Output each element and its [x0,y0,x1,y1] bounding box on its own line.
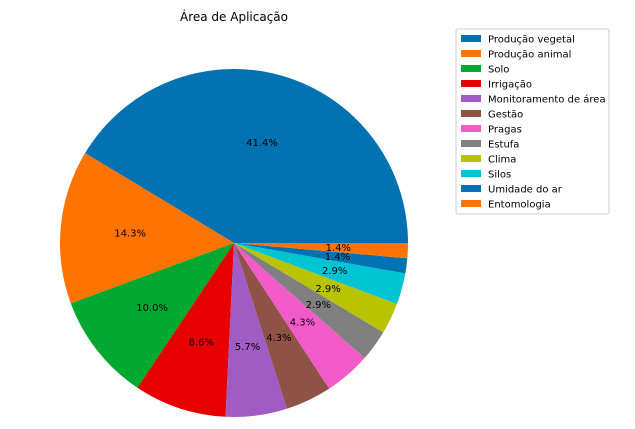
pie-slices [60,68,409,417]
legend-label: Silos [488,170,511,181]
slice-percent-label: 1.4% [326,243,351,254]
percent-labels: 41.4% 14.3% 10.0% 8.6% 5.7% 4.3% 4.3% 2.9% 2.9% 2… [114,138,351,353]
slice-percent-label: 10.0% [136,303,168,314]
chart-title: Área de Aplicação [180,9,288,24]
pie-slice-1 [85,68,409,244]
slice-percent-label: 14.3% [114,229,146,240]
legend-label: Pragas [488,125,522,136]
pie-slice-10 [234,243,406,304]
legend-label: Umidade do ar [488,185,563,196]
legend-swatch [461,65,481,72]
legend-swatch [461,50,481,57]
legend-label: Entomologia [488,200,551,211]
legend-swatch [461,185,481,192]
legend: Produção vegetal Produção animal Solo Irrig… [455,28,610,215]
legend-label: Irrigação [488,80,532,91]
pie-slice-11 [234,243,408,274]
legend-label: Solo [488,65,509,76]
legend-label: Monitoramento de área [488,94,606,106]
slice-percent-label: 4.3% [290,317,315,328]
pie-slice-12 [234,243,408,259]
legend-swatch [461,110,481,117]
pie-slice-7 [234,243,365,389]
slice-percent-label: 2.9% [306,300,331,311]
slice-percent-label: 5.7% [235,342,260,353]
legend-swatch [461,80,481,87]
pie-slice-6 [234,243,330,409]
legend-swatch [461,35,481,42]
pie-slice-8 [234,243,384,358]
legend-swatch [461,170,481,177]
slice-percent-label: 2.9% [322,266,347,277]
legend-swatch [461,140,481,147]
legend-swatch [461,95,481,102]
pie-slice-2 [60,153,235,304]
pie-slice-3 [70,243,234,388]
legend-label: Produção animal [488,50,571,61]
legend-swatch [461,155,481,162]
pie-slice-5 [225,243,287,417]
slice-percent-label: 2.9% [315,284,340,295]
legend-frame [455,28,610,215]
slice-percent-label: 41.4% [246,138,278,149]
slice-percent-label: 4.3% [266,333,291,344]
legend-swatch [461,200,481,207]
pie-slice-9 [234,243,397,333]
legend-label: Clima [488,155,516,166]
legend-label: Estufa [488,140,519,151]
slice-percent-label: 8.6% [189,338,214,349]
slice-percent-label: 1.4% [325,252,350,263]
legend-label: Produção vegetal [488,35,575,46]
legend-swatch [461,125,481,132]
legend-label: Gestão [488,110,523,121]
pie-slice-4 [137,243,234,417]
